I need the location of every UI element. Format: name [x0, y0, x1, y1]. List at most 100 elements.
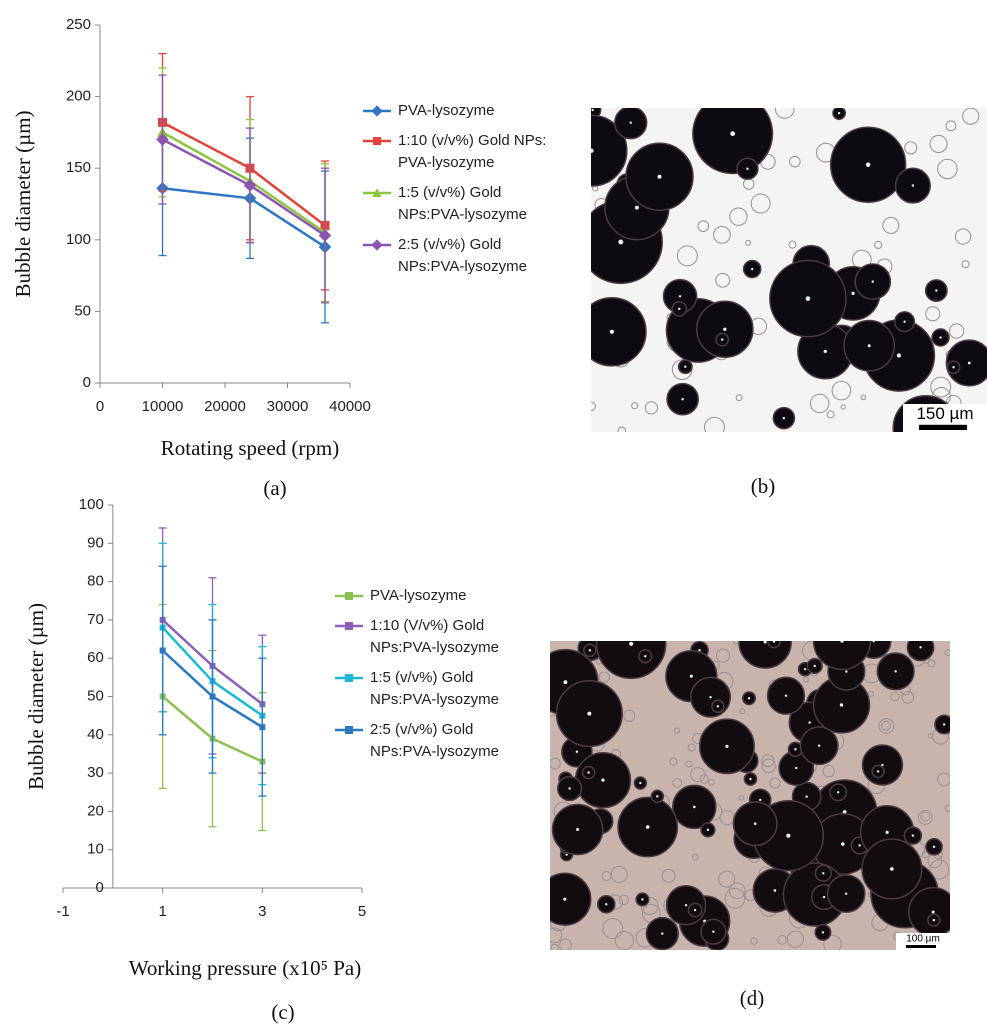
small-bubble — [890, 691, 900, 702]
marker — [243, 179, 257, 192]
bubble-highlight — [911, 834, 915, 837]
bubble-highlight — [885, 830, 889, 834]
bubble — [738, 641, 792, 669]
legend-label: 1:5 (v/v%) Gold NPs:PVA-lysozyme — [398, 184, 527, 223]
bubble-highlight — [644, 655, 647, 658]
small-bubble — [739, 708, 746, 715]
y-tick-label: 50 — [87, 687, 104, 704]
bubble-highlight — [939, 336, 942, 339]
legend-swatch — [363, 188, 391, 197]
x-axis-title: Working pressure (x10⁵ Pa) — [129, 956, 362, 980]
small-bubble — [937, 772, 950, 787]
bubble-highlight — [876, 770, 880, 773]
bubble-highlight — [575, 750, 579, 753]
bubble-highlight — [894, 670, 897, 673]
micrograph: 150 µm — [591, 108, 987, 432]
bubble-highlight — [784, 694, 788, 697]
small-bubble — [623, 709, 636, 722]
legend-entry: 1:10 (v/v%) Gold NPs: PVA-lysozyme — [362, 130, 562, 174]
y-tick-label: 90 — [87, 534, 104, 551]
bubble-highlight — [844, 892, 848, 895]
y-tick-label: 60 — [87, 649, 104, 666]
bubble-highlight — [568, 787, 571, 790]
series-line — [161, 138, 326, 237]
small-bubble — [930, 376, 952, 398]
small-bubble — [661, 868, 676, 883]
bubble-highlight — [932, 918, 936, 922]
bubble-highlight — [794, 748, 797, 751]
small-bubble — [673, 727, 681, 734]
bubble-highlight — [851, 291, 855, 295]
marker — [345, 592, 353, 600]
marker — [345, 622, 353, 630]
bubble — [934, 714, 950, 735]
small-bubble — [809, 393, 830, 414]
bubble — [550, 872, 592, 926]
small-bubble — [614, 930, 634, 950]
bubble-highlight — [588, 649, 592, 652]
legend-swatch — [363, 137, 391, 145]
y-tick-label: 30 — [87, 764, 104, 781]
y-axis-title: Bubble diameter (µm) — [11, 110, 35, 297]
small-bubble — [823, 934, 842, 950]
bubble-highlight — [576, 828, 580, 832]
bubble-highlight — [896, 353, 902, 358]
marker — [345, 674, 353, 682]
small-bubble — [927, 659, 936, 668]
bubble-highlight — [712, 930, 715, 933]
small-bubble — [929, 134, 948, 154]
small-bubble — [617, 426, 627, 432]
marker — [318, 229, 332, 242]
bubble-highlight — [678, 295, 682, 298]
bubble — [767, 641, 781, 649]
bubble-highlight — [837, 111, 841, 115]
legend-label: PVA-lysozyme — [398, 102, 495, 119]
small-bubble — [591, 401, 596, 412]
marker — [259, 724, 266, 731]
small-bubble — [729, 207, 748, 226]
small-bubble — [901, 690, 915, 704]
legend-entry: PVA-lysozyme — [334, 585, 524, 607]
bubble-highlight — [845, 670, 848, 673]
legend-swatch — [335, 726, 363, 734]
small-bubble — [769, 777, 781, 789]
bubble-highlight — [808, 721, 811, 724]
small-bubble — [550, 927, 563, 944]
scale-bar-label: 100 µm — [906, 934, 940, 945]
small-bubble — [944, 804, 950, 812]
small-bubble — [962, 108, 980, 125]
bubble-highlight — [903, 320, 906, 323]
bubble-highlight — [772, 641, 776, 643]
small-bubble — [904, 141, 918, 155]
small-bubble — [745, 239, 752, 246]
y-tick-label: 70 — [87, 611, 104, 628]
y-axis-title: Bubble diameter (µm) — [24, 603, 48, 790]
bubble-highlight — [681, 398, 684, 401]
x-tick-label: 20000 — [204, 398, 246, 415]
legend-label: 2:5 (v/v%) Gold NPs:PVA-lysozyme — [398, 236, 527, 275]
small-bubble — [699, 774, 709, 784]
marker — [159, 647, 166, 654]
small-bubble — [601, 870, 612, 881]
bubble-highlight — [782, 416, 786, 420]
legend-swatch — [335, 674, 363, 682]
legend-label: 1:5 (v/v%) Gold NPs:PVA-lysozyme — [370, 669, 499, 708]
small-bubble — [738, 795, 745, 801]
legend-label: 2:5 (v/v%) Gold NPs:PVA-lysozyme — [370, 721, 499, 760]
bubble-highlight — [639, 781, 642, 785]
legend-entry: 2:5 (v/v%) Gold NPs:PVA-lysozyme — [334, 719, 524, 763]
small-bubble — [669, 757, 678, 766]
bubble-highlight — [634, 205, 639, 210]
panel-label: (d) — [740, 986, 765, 1010]
small-bubble — [718, 870, 736, 888]
bubble-highlight — [872, 641, 875, 643]
legend-label: 1:10 (v/v%) Gold NPs: PVA-lysozyme — [398, 132, 547, 171]
marker — [373, 137, 381, 145]
x-tick-label: 30000 — [267, 398, 309, 415]
small-bubble — [786, 930, 805, 948]
y-tick-label: 20 — [87, 802, 104, 819]
small-bubble — [685, 760, 693, 768]
small-bubble — [961, 260, 970, 269]
bubble-highlight — [629, 121, 632, 124]
